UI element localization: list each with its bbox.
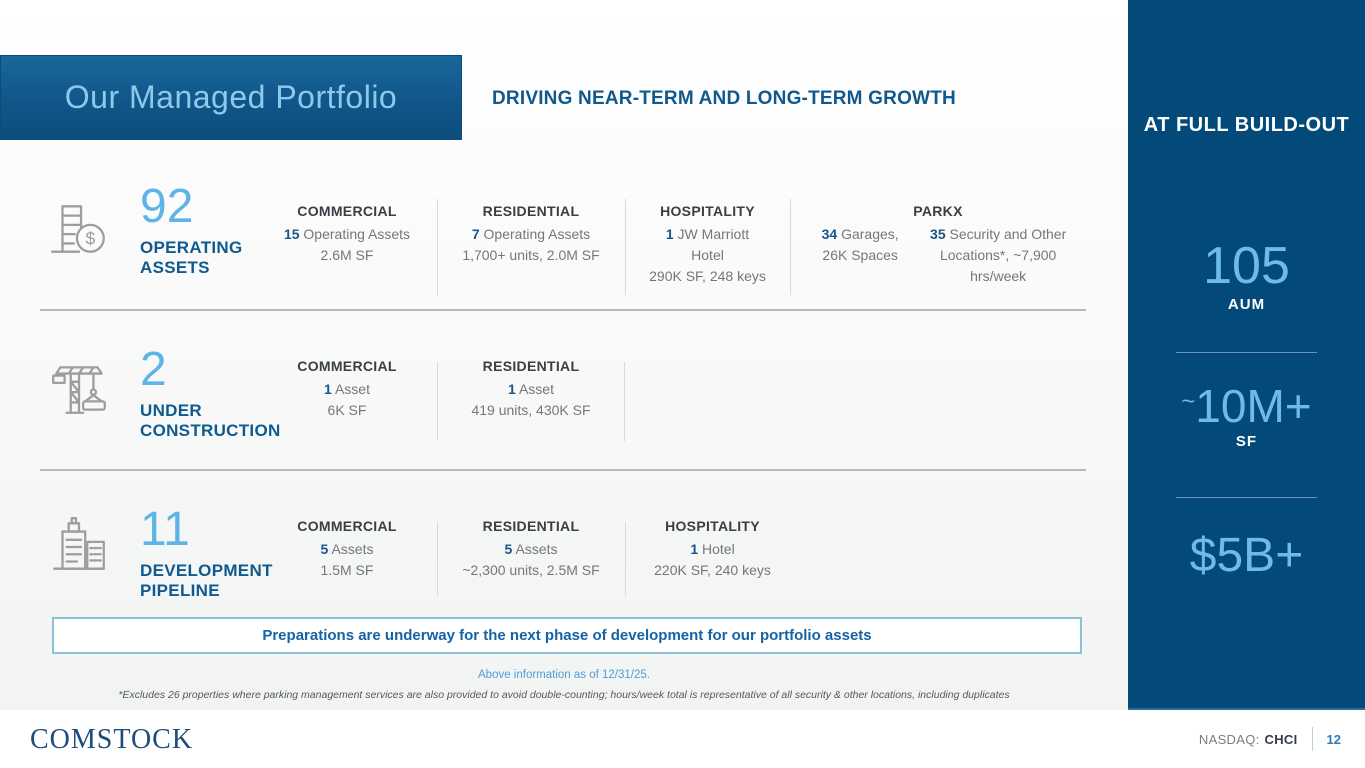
column-value: 1,700+ units, 2.0M SF (462, 247, 600, 263)
sidebar-divider (1176, 352, 1317, 353)
column-value: 15 Operating Assets (283, 226, 411, 242)
stat-value: 105 (1203, 237, 1290, 295)
column-commercial: COMMERCIAL 15 Operating Assets 2.6M SF (257, 183, 437, 305)
stat-unit: SF (1235, 433, 1258, 450)
sidebar-stat-aum: 105 AUM (1128, 240, 1365, 313)
stat-number: 2 (140, 343, 167, 396)
row-label-development-pipeline: 11 DEVELOPMENT PIPELINE (40, 506, 272, 606)
stat-unit: AUM (1227, 296, 1266, 313)
column-header: HOSPITALITY (660, 203, 755, 219)
column-header: COMMERCIAL (297, 358, 397, 374)
stat-row-under-construction: 2 UNDER CONSTRUCTION COMMERCIAL 1 Asset … (40, 346, 1086, 451)
stat-label: OPERATING ASSETS (140, 238, 243, 278)
column-value: 34 Garages, 26K Spaces (821, 226, 899, 263)
stat-number: 92 (140, 180, 194, 233)
stat-row-development-pipeline: 11 DEVELOPMENT PIPELINE COMMERCIAL 5 Ass… (40, 506, 1086, 606)
page-number: 12 (1326, 731, 1341, 747)
column-commercial: COMMERCIAL 5 Assets 1.5M SF (257, 506, 437, 606)
column-value: 5 Assets (320, 541, 374, 557)
row-text: 92 OPERATING ASSETS (140, 183, 243, 305)
column-value: 5 Assets (504, 541, 558, 557)
row-label-under-construction: 2 UNDER CONSTRUCTION (40, 346, 280, 451)
column-value: ~2,300 units, 2.5M SF (462, 562, 600, 578)
row-text: 11 DEVELOPMENT PIPELINE (140, 506, 273, 606)
ticker-symbol: CHCI (1264, 731, 1298, 747)
stat-row-operating-assets: $ 92 OPERATING ASSETS COMMERCIAL 15 Oper… (40, 183, 1086, 305)
sidebar-header: AT FULL BUILD-OUT (1143, 114, 1350, 136)
callout-box: Preparations are underway for the next p… (52, 617, 1082, 654)
slide-footer: COMSTOCK NASDAQ: CHCI 12 (0, 710, 1365, 768)
column-value: 7 Operating Assets (471, 226, 591, 242)
title-banner: Our Managed Portfolio (0, 55, 462, 140)
stat-value: $5B+ (1189, 529, 1304, 582)
column-hospitality: HOSPITALITY 1 Hotel 220K SF, 240 keys (625, 506, 800, 606)
column-header: COMMERCIAL (297, 203, 397, 219)
stat-number: 11 (140, 503, 190, 556)
callout-text: Preparations are underway for the next p… (262, 627, 872, 644)
column-header: HOSPITALITY (665, 518, 760, 534)
column-value: 1 Asset (508, 381, 554, 397)
footnote: *Excludes 26 properties where parking ma… (118, 689, 1010, 701)
column-value: 1 Hotel (690, 541, 735, 557)
stat-label: UNDER CONSTRUCTION (140, 401, 281, 441)
parkx-cells: 34 Garages, 26K Spaces 35 Security and O… (800, 224, 1076, 287)
column-commercial: COMMERCIAL 1 Asset 6K SF (257, 346, 437, 451)
column-hospitality: HOSPITALITY 1 JW Marriott Hotel 290K SF,… (625, 183, 790, 305)
column-residential: RESIDENTIAL 1 Asset 419 units, 430K SF (437, 346, 625, 451)
column-value: 35 Security and Other Locations*, ~7,900… (930, 226, 1067, 284)
column-value: 1 JW Marriott Hotel (665, 226, 750, 263)
column-header: COMMERCIAL (297, 518, 397, 534)
svg-text:$: $ (85, 228, 95, 248)
sidebar-stat-value: $5B+ (1128, 532, 1365, 584)
row-divider (40, 469, 1086, 471)
column-value: 220K SF, 240 keys (654, 562, 771, 578)
ticker-block: NASDAQ: CHCI 12 (1199, 710, 1341, 768)
ticker-label: NASDAQ: (1198, 731, 1260, 747)
column-value: 1.5M SF (320, 562, 374, 578)
sidebar-stat-sf: ~10M+ SF (1128, 383, 1365, 450)
ticker-divider (1311, 727, 1313, 751)
row-text: 2 UNDER CONSTRUCTION (140, 346, 281, 451)
column-value: 419 units, 430K SF (471, 402, 591, 418)
slide-title: Our Managed Portfolio (64, 79, 398, 115)
column-value: 290K SF, 248 keys (649, 268, 766, 284)
stat-label: DEVELOPMENT PIPELINE (140, 561, 273, 601)
sidebar-divider (1176, 497, 1317, 498)
column-header: PARKX (913, 203, 963, 219)
build-out-sidebar: AT FULL BUILD-OUT 105 AUM ~10M+ SF $5B+ (1128, 0, 1365, 710)
column-value: 2.6M SF (320, 247, 374, 263)
row-divider (40, 309, 1086, 311)
stat-value: ~10M+ (1181, 380, 1312, 432)
column-residential: RESIDENTIAL 7 Operating Assets 1,700+ un… (437, 183, 625, 305)
as-of-note: Above information as of 12/31/25. (478, 669, 650, 681)
building-dollar-icon: $ (46, 183, 112, 305)
column-header: RESIDENTIAL (482, 203, 580, 219)
column-header: RESIDENTIAL (482, 518, 580, 534)
column-residential: RESIDENTIAL 5 Assets ~2,300 units, 2.5M … (437, 506, 625, 606)
crane-icon (46, 346, 112, 451)
row-label-operating-assets: $ 92 OPERATING ASSETS (40, 183, 257, 305)
slide-headline: DRIVING NEAR-TERM AND LONG-TERM GROWTH (492, 88, 956, 109)
column-value: 6K SF (327, 402, 367, 418)
column-parkx: PARKX 34 Garages, 26K Spaces 35 Security… (790, 183, 1086, 305)
comstock-logo: COMSTOCK (30, 724, 194, 755)
buildings-icon (46, 506, 112, 606)
column-header: RESIDENTIAL (482, 358, 580, 374)
column-value: 1 Asset (324, 381, 370, 397)
